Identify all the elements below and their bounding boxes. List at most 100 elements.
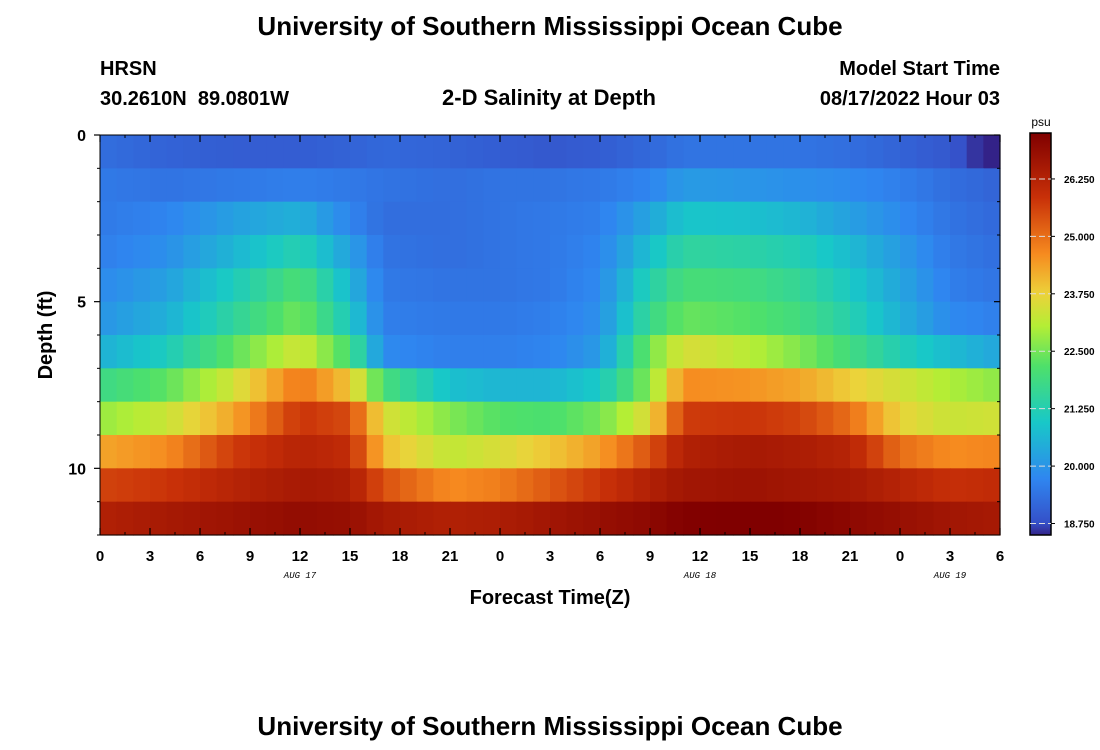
heatmap-cell (366, 368, 384, 403)
heatmap-cell (866, 135, 884, 169)
heatmap-cell (183, 135, 201, 169)
heatmap-cell (883, 501, 901, 536)
heatmap-cell (600, 335, 618, 369)
heatmap-cell (900, 468, 918, 503)
heatmap-cell (516, 168, 534, 203)
heatmap-cell (600, 368, 618, 403)
heatmap-cell (466, 201, 484, 236)
heatmap-cell (350, 235, 368, 269)
heatmap-cell (766, 301, 784, 336)
heatmap-cell (666, 268, 684, 303)
date-label: AUG 18 (683, 571, 717, 581)
heatmap-cell (833, 335, 851, 369)
heatmap-cell (666, 301, 684, 336)
x-tick-label: 18 (792, 548, 809, 565)
heatmap-cell (433, 268, 451, 303)
heatmap-cell (600, 235, 618, 269)
heatmap-cell (133, 301, 151, 336)
heatmap-cell (716, 301, 734, 336)
heatmap-cell (150, 168, 168, 203)
heatmap-cell (650, 335, 668, 369)
heatmap-cell (550, 335, 568, 369)
heatmap-cell (500, 201, 518, 236)
heatmap-cell (683, 401, 701, 436)
x-tick-label: 21 (442, 548, 459, 565)
heatmap-cell (500, 401, 518, 436)
heatmap-cell (966, 501, 984, 536)
heatmap-cell (383, 501, 401, 536)
heatmap-cell (466, 235, 484, 269)
colorbar-units: psu (1031, 115, 1050, 129)
heatmap-cell (800, 435, 818, 469)
heatmap-cell (333, 135, 351, 169)
heatmap-cell (266, 401, 284, 436)
heatmap-cell (416, 435, 434, 469)
heatmap-cell (383, 235, 401, 269)
heatmap-cell (450, 335, 468, 369)
heatmap-cell (850, 301, 868, 336)
heatmap-cell (116, 335, 134, 369)
heatmap-cell (466, 301, 484, 336)
heatmap-cell (566, 368, 584, 403)
heatmap-cell (916, 135, 934, 169)
heatmap-cell (900, 501, 918, 536)
heatmap-cell (400, 268, 418, 303)
heatmap-cell (783, 201, 801, 236)
heatmap-cell (116, 201, 134, 236)
heatmap-cell (450, 501, 468, 536)
heatmap-cell (916, 435, 934, 469)
heatmap-cell (966, 135, 984, 169)
heatmap-cell (116, 168, 134, 203)
heatmap-cell (250, 268, 268, 303)
heatmap-cell (983, 368, 1001, 403)
heatmap-cell (416, 401, 434, 436)
heatmap-cell (733, 368, 751, 403)
heatmap-cell (550, 368, 568, 403)
heatmap-cell (966, 168, 984, 203)
heatmap-cell (266, 501, 284, 536)
heatmap-cell (616, 301, 634, 336)
x-tick-label: 12 (292, 548, 309, 565)
heatmap-cell (483, 335, 501, 369)
heatmap-cell (383, 468, 401, 503)
heatmap-cell (366, 235, 384, 269)
heatmap-cell (833, 368, 851, 403)
heatmap-cell (400, 135, 418, 169)
heatmap-cell (916, 501, 934, 536)
heatmap-cell (116, 301, 134, 336)
x-tick-label: 3 (146, 548, 154, 565)
heatmap-cell (383, 301, 401, 336)
heatmap-cell (533, 335, 551, 369)
x-tick-label: 6 (596, 548, 604, 565)
heatmap-cell (483, 501, 501, 536)
heatmap-cell (350, 468, 368, 503)
heatmap-cell (783, 168, 801, 203)
heatmap-cell (350, 168, 368, 203)
heatmap-cell (600, 201, 618, 236)
heatmap-cell (950, 135, 968, 169)
heatmap-cell (200, 301, 218, 336)
x-tick-label: 21 (842, 548, 859, 565)
heatmap-cell (833, 235, 851, 269)
heatmap-cell (833, 301, 851, 336)
heatmap-cell (983, 235, 1001, 269)
heatmap-cell (250, 335, 268, 369)
heatmap-cell (133, 235, 151, 269)
heatmap-cell (300, 201, 318, 236)
x-tick-label: 6 (996, 548, 1004, 565)
heatmap-cell (750, 235, 768, 269)
heatmap-cell (150, 201, 168, 236)
heatmap-cell (416, 501, 434, 536)
heatmap-cell (916, 335, 934, 369)
colorbar-tick-label: 21.250 (1064, 405, 1095, 416)
heatmap-cell (483, 468, 501, 503)
heatmap-cell (333, 268, 351, 303)
heatmap-cell (350, 301, 368, 336)
heatmap-cell (800, 368, 818, 403)
heatmap-cell (433, 135, 451, 169)
heatmap-cell (300, 435, 318, 469)
heatmap-cell (716, 468, 734, 503)
heatmap-cell (233, 368, 251, 403)
heatmap-cell (116, 268, 134, 303)
heatmap-cell (483, 401, 501, 436)
